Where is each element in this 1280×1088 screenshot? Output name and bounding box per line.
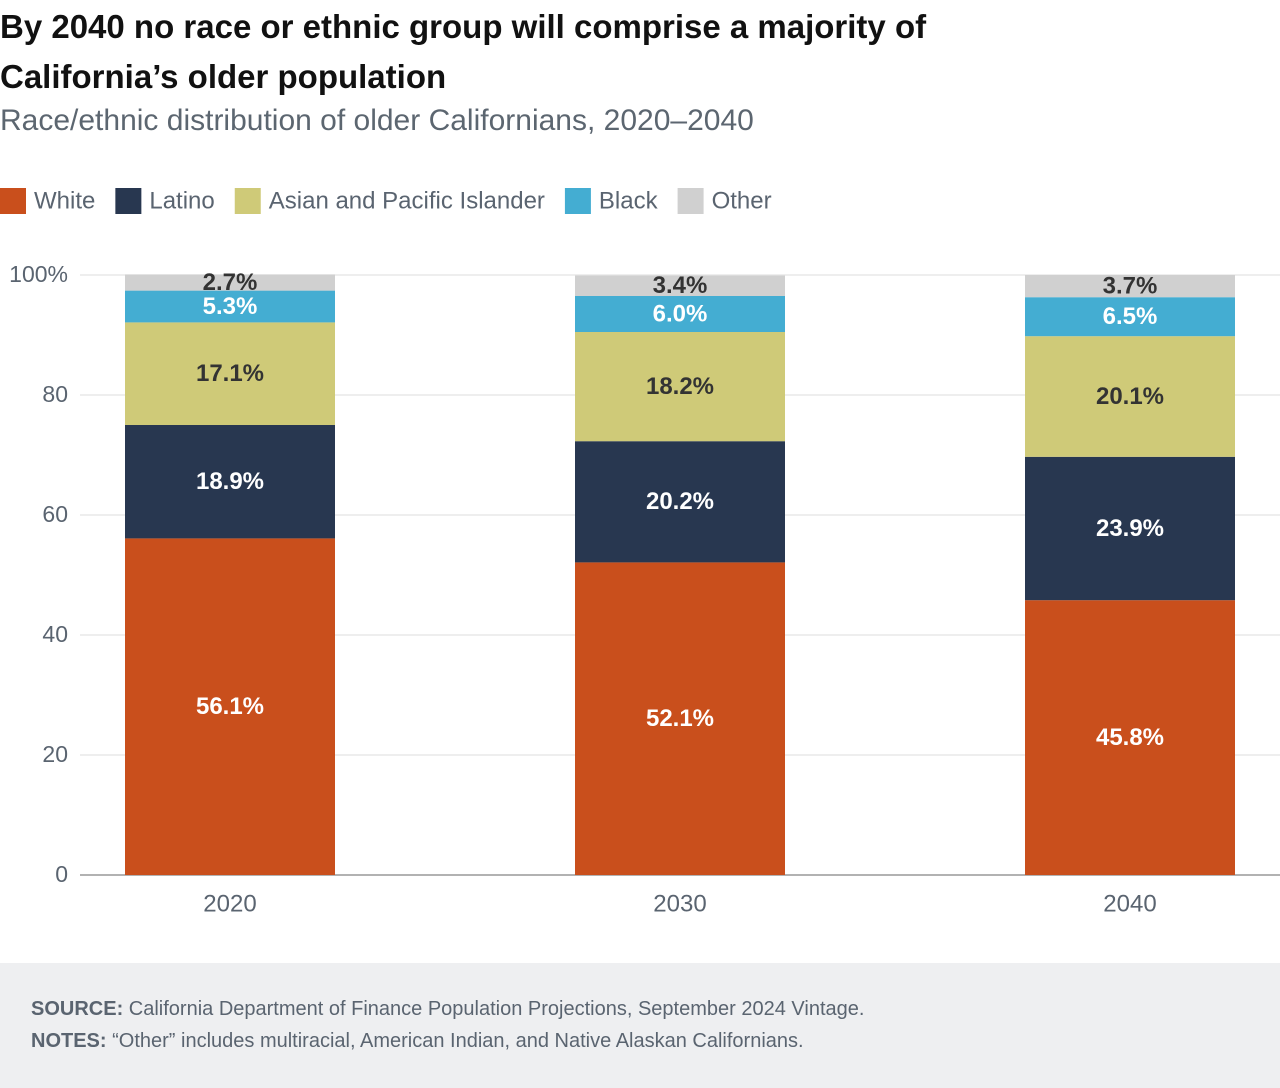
bar-segment [575,441,785,563]
x-tick-label: 2040 [1103,890,1156,917]
legend-label: White [34,187,95,214]
bar-segment [1025,275,1235,298]
legend-swatch [0,188,26,214]
data-label: 2.7% [203,269,258,296]
data-label: 23.9% [1096,515,1164,542]
data-label: 20.1% [1096,383,1164,410]
footer: SOURCE: California Department of Finance… [0,963,1280,1088]
chart: White Latino Asian and Pacific Islander Bla… [0,187,1280,917]
data-label: 18.9% [196,468,264,495]
data-label: 56.1% [196,693,264,720]
data-label: 45.8% [1096,724,1164,751]
legend-swatch [234,188,261,214]
bar-segment [575,275,785,296]
y-tick-label: 20 [42,741,68,767]
data-label: 5.3% [203,293,258,320]
notes-text: “Other” includes multiracial, American I… [112,1030,804,1052]
bar-segment [125,322,335,425]
data-label: 3.7% [1103,272,1158,299]
legend-label: Other [712,187,772,214]
chart-subtitle: Race/ethnic distribution of older Califo… [0,104,754,137]
bar-segment [1025,600,1235,875]
y-tick-label: 80 [42,381,68,407]
bar-segment [125,290,335,323]
legend-swatch [677,188,704,214]
data-label: 6.5% [1103,303,1158,330]
legend-swatch [115,188,142,214]
data-label: 6.0% [653,300,708,327]
data-label: 18.2% [646,373,714,400]
legend-label: Black [599,187,659,214]
legend-label: Asian and Pacific Islander [269,187,545,214]
bar-segment [1025,336,1235,457]
bar-segment [575,332,785,442]
source-label: SOURCE: [31,998,124,1020]
bar-segment [575,562,785,875]
bar-segment [125,274,335,291]
x-tick-label: 2020 [203,890,256,917]
source: SOURCE: California Department of Finance… [31,998,864,1021]
source-text: California Department of Finance Populat… [128,998,865,1020]
y-tick-label: 60 [42,501,68,527]
bar-segment [1025,456,1235,601]
data-label: 3.4% [653,272,708,299]
data-label: 52.1% [646,705,714,732]
y-tick-label: 0 [55,861,68,887]
bar-segment [575,296,785,332]
y-tick-label: 40 [42,621,68,647]
notes: NOTES: “Other” includes multiracial, Ame… [31,1030,804,1053]
data-label: 20.2% [646,488,714,515]
bar-segment [1025,297,1235,337]
legend-label: Latino [149,187,214,214]
x-tick-label: 2030 [653,890,706,917]
bar-segment [125,425,335,539]
notes-label: NOTES: [31,1030,107,1052]
data-label: 17.1% [196,360,264,387]
legend-swatch [564,188,591,214]
chart-title: By 2040 no race or ethnic group will com… [0,8,927,95]
y-tick-label: 100% [9,261,68,287]
bar-segment [125,538,335,875]
